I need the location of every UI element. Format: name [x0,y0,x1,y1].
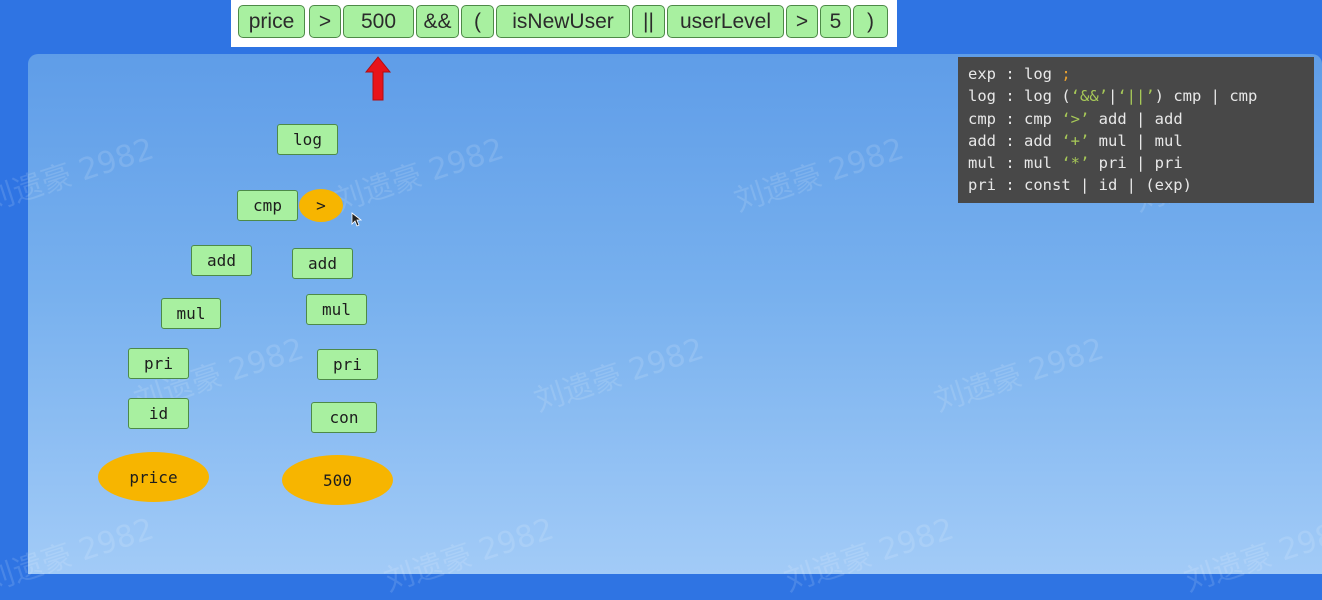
tree-node-cmp: cmp [237,190,298,221]
tree-leaf-500: 500 [282,455,393,505]
arrow-up-icon [364,56,392,101]
tree-node-mul: mul [306,294,367,325]
token: userLevel [667,5,784,38]
mouse-cursor-icon [351,212,363,227]
tree-node-add: add [292,248,353,279]
grammar-rule: cmp : cmp ‘>’ add | add [968,109,1183,128]
grammar-rule: log : log (‘&&’|‘||’) cmp | cmp [968,87,1258,106]
token: || [632,5,665,38]
tree-node-log: log [277,124,338,155]
token: > [786,5,818,38]
token: price [238,5,305,38]
tree-node-pri: pri [317,349,378,380]
token: 5 [820,5,851,38]
grammar-rule: exp : log ; [968,65,1071,83]
token: > [309,5,341,38]
tree-node-mul: mul [161,298,221,329]
token: ) [853,5,888,38]
grammar-rule: add : add ‘+’ mul | mul [968,131,1183,150]
token-bar: price > 500 && ( isNewUser || userLevel … [231,0,897,47]
token: 500 [343,5,414,38]
grammar-rule: mul : mul ‘*’ pri | pri [968,154,1183,173]
tree-node-con: con [311,402,377,433]
grammar-panel: exp : log ; log : log (‘&&’|‘||’) cmp | c… [958,57,1314,203]
grammar-rule: pri : const | id | (exp) [968,176,1192,195]
token: isNewUser [496,5,630,38]
tree-node-id: id [128,398,189,429]
token: && [416,5,459,38]
token: ( [461,5,494,38]
tree-node-add: add [191,245,252,276]
tree-node-pri: pri [128,348,189,379]
tree-leaf-price: price [98,452,209,502]
tree-node-operator: > [299,189,343,222]
